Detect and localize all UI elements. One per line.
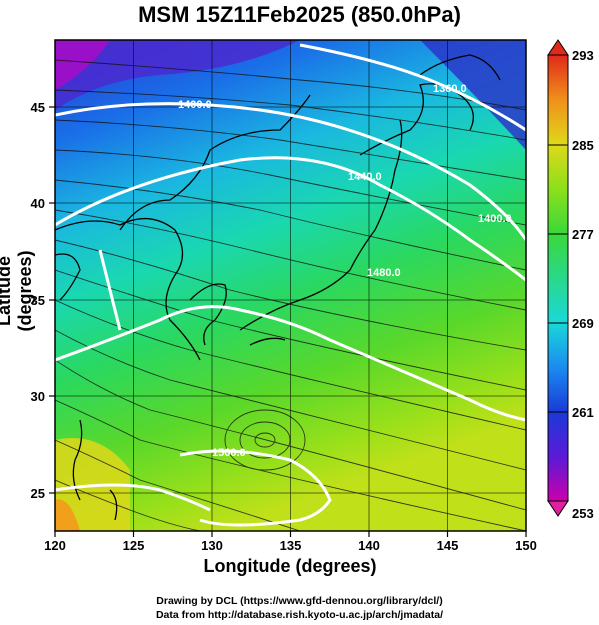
contour-label: 1560.0	[212, 447, 246, 459]
x-tick-label: 150	[515, 538, 537, 553]
y-tick-label: 35	[31, 293, 45, 308]
chart-title: MSM 15Z11Feb2025 (850.0hPa)	[138, 2, 461, 27]
colorbar-tick-label: 285	[572, 138, 594, 153]
credit-data: Data from http://database.rish.kyoto-u.a…	[155, 609, 444, 621]
contour-label: 1400.0	[178, 99, 212, 111]
x-tick-label: 125	[123, 538, 145, 553]
cold-region	[55, 40, 300, 110]
colorbar-tick-label: 253	[572, 506, 594, 521]
colorbar-tick-label: 293	[572, 48, 594, 63]
contour-label: 1360.0	[433, 83, 467, 95]
cold-region-ne	[420, 40, 526, 150]
height-contours	[55, 43, 526, 527]
y-tick-label: 45	[31, 100, 45, 115]
colorbar-tick-label: 269	[572, 316, 594, 331]
warm-corner	[55, 499, 80, 531]
colorbar-body	[547, 54, 569, 502]
wind-streamlines	[55, 59, 526, 531]
purple-corner	[55, 40, 110, 90]
x-tick-label: 135	[280, 538, 302, 553]
colorbar-tick-label: 277	[572, 227, 594, 242]
colorbar: 293 285 277 269 261 253	[547, 39, 594, 521]
y-tick-label: 25	[31, 486, 45, 501]
x-tick-label: 145	[437, 538, 459, 553]
colorbar-top-arrow	[547, 39, 569, 56]
x-tick-label: 120	[44, 538, 66, 553]
y-tick-label: 40	[31, 196, 45, 211]
graticule	[55, 40, 526, 531]
contour-label: 1480.0	[367, 267, 401, 279]
x-tick-label: 130	[201, 538, 223, 553]
colorbar-bottom-arrow	[547, 500, 569, 517]
axis-ticks	[49, 106, 527, 537]
colorbar-tick-label: 261	[572, 405, 594, 420]
y-axis-label: Latitude (degrees)	[0, 250, 35, 332]
credit-drawing: Drawing by DCL (https://www.gfd-dennou.o…	[156, 595, 443, 607]
coastlines	[55, 54, 501, 521]
y-tick-label: 30	[31, 389, 45, 404]
x-tick-label: 140	[358, 538, 380, 553]
contour-label: 1400.0	[478, 213, 512, 225]
x-axis-label: Longitude (degrees)	[203, 556, 377, 576]
contour-label: 1440.0	[348, 171, 382, 183]
